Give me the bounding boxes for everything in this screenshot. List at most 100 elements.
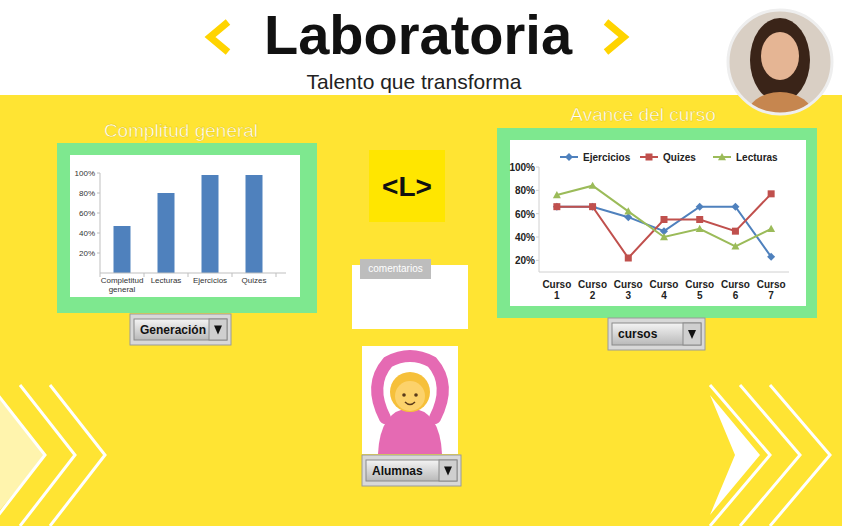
chart-title: Complitud general xyxy=(104,120,258,141)
dropdown-frame[interactable] xyxy=(130,314,231,345)
x-tick-label: Curso2 xyxy=(578,279,607,301)
y-tick-label: 20% xyxy=(79,249,95,258)
point xyxy=(625,255,632,262)
label-line: Ejercicios xyxy=(193,276,227,285)
x-axis xyxy=(539,272,789,273)
label-line: 2 xyxy=(590,290,596,301)
y-tick xyxy=(536,167,539,168)
point xyxy=(589,182,597,189)
x-tick-label: Curso7 xyxy=(757,279,786,301)
series-line xyxy=(557,207,771,257)
label-line: general xyxy=(109,285,136,294)
plot-background xyxy=(70,155,300,297)
label-line: Curso xyxy=(721,279,750,290)
logo-box xyxy=(369,150,445,222)
chart-title: Avance del curso xyxy=(570,104,715,125)
emoji-mouth xyxy=(405,402,415,405)
chart-frame xyxy=(497,128,817,318)
legend-label: Ejercicios xyxy=(583,152,631,163)
dropdown-face[interactable] xyxy=(134,319,227,340)
profile-photo xyxy=(720,0,840,144)
y-tick-label: 60% xyxy=(515,209,535,220)
dropdown-face[interactable] xyxy=(612,323,701,345)
legend-label: Quizes xyxy=(663,152,696,163)
comments-label-bg xyxy=(360,259,431,279)
label-line: Curso xyxy=(685,279,714,290)
hair xyxy=(750,18,810,102)
dropdown-label[interactable]: Generación xyxy=(140,323,206,337)
x-tick-label: Lecturas xyxy=(151,276,182,285)
y-axis xyxy=(539,167,540,272)
y-tick-label: 80% xyxy=(79,189,95,198)
yellow-background xyxy=(0,95,842,526)
dropdown-frame[interactable] xyxy=(362,455,461,486)
point xyxy=(624,207,632,214)
dropdown-label[interactable]: cursos xyxy=(618,327,658,341)
brand-chevron-right xyxy=(606,22,624,52)
dropdown-label[interactable]: Alumnas xyxy=(372,464,423,478)
y-tick xyxy=(536,260,539,261)
background xyxy=(0,0,842,526)
dropdown-face[interactable] xyxy=(366,460,457,481)
point xyxy=(553,203,560,210)
emoji-bg xyxy=(362,346,458,454)
y-tick-label: 60% xyxy=(79,209,95,218)
tagline: Talento que transforma xyxy=(307,70,522,93)
brand: Laboratoria xyxy=(264,3,573,66)
emoji-arms xyxy=(377,356,443,418)
dropdown-arrow[interactable] xyxy=(444,467,452,476)
x-tick-label: Curso5 xyxy=(685,279,714,301)
point xyxy=(696,225,704,232)
x-tick-label: Completitudgeneral xyxy=(101,276,144,294)
point xyxy=(553,203,561,211)
y-tick-label: 40% xyxy=(515,232,535,243)
point xyxy=(660,233,668,240)
dropdown-arrow-box[interactable] xyxy=(209,319,227,340)
chevron xyxy=(770,385,830,526)
label-line: 7 xyxy=(768,290,774,301)
x-tick xyxy=(232,273,233,277)
dropdown[interactable]: cursos xyxy=(608,318,705,350)
dropdown-arrow-box[interactable] xyxy=(683,323,701,345)
label-line: Curso xyxy=(542,279,571,290)
chevron-fill xyxy=(0,400,45,510)
legend-label: Lecturas xyxy=(736,152,778,163)
point xyxy=(646,154,653,161)
emoji-eye xyxy=(402,393,406,397)
x-tick-label: Curso1 xyxy=(542,279,571,301)
point xyxy=(565,153,573,161)
y-tick-label: 100% xyxy=(509,162,535,173)
bar xyxy=(114,226,131,273)
label-line: Curso xyxy=(614,279,643,290)
label-line: Completitud xyxy=(101,276,144,285)
point xyxy=(661,216,668,223)
label-line: 1 xyxy=(554,290,560,301)
point xyxy=(767,225,775,232)
point xyxy=(553,191,561,198)
label-line: Curso xyxy=(578,279,607,290)
emoji-face xyxy=(395,381,425,411)
dropdown[interactable]: Generación xyxy=(130,314,231,345)
x-tick-label: Ejercicios xyxy=(193,276,227,285)
label-line: 5 xyxy=(697,290,703,301)
dropdown[interactable]: Alumnas xyxy=(362,455,461,486)
emoji-eye xyxy=(414,393,418,397)
emoji-figure xyxy=(362,346,458,454)
emoji-hair xyxy=(390,372,430,412)
label-line: Quizes xyxy=(242,276,267,285)
x-tick xyxy=(276,273,277,277)
point xyxy=(767,253,775,261)
y-tick-label: 40% xyxy=(79,229,95,238)
bars xyxy=(114,175,263,273)
series-line xyxy=(557,194,771,258)
dropdown-arrow[interactable] xyxy=(688,330,696,339)
photo-content xyxy=(720,0,840,144)
lines xyxy=(553,182,775,262)
dropdown-arrow-box[interactable] xyxy=(439,460,457,481)
dropdown-frame[interactable] xyxy=(608,318,705,350)
photo-border xyxy=(728,10,832,114)
point xyxy=(731,242,739,249)
y-tick-label: 100% xyxy=(75,169,95,178)
dropdown-arrow[interactable] xyxy=(214,326,222,335)
chevron xyxy=(50,385,105,526)
